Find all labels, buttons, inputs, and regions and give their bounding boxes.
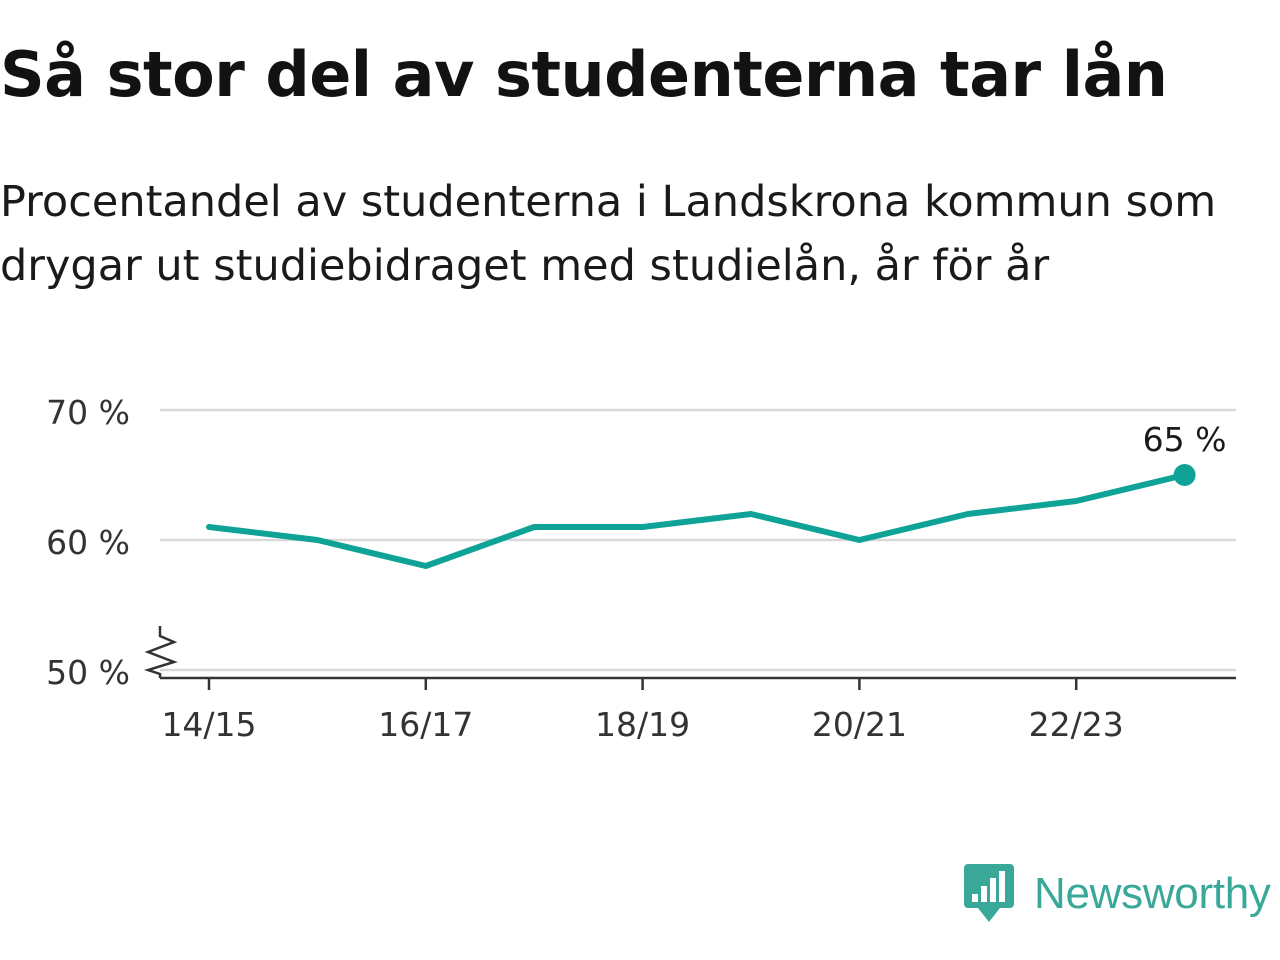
series-line	[206, 472, 1188, 569]
end-data-label: 65 %	[1143, 420, 1227, 459]
x-tick-label: 20/21	[812, 705, 907, 744]
x-tick-label: 18/19	[595, 705, 690, 744]
brand-name: Newsworthy	[1034, 869, 1271, 918]
chart-subtitle: Procentandel av studenterna i Landskrona…	[0, 177, 1217, 291]
line-chart: 50 % 60 % 70 % 14/15 16/17 18/19 20/21 22/23 6…	[46, 393, 1236, 744]
y-tick-label: 70 %	[46, 393, 130, 432]
x-axis-ticks: 14/15 16/17 18/19 20/21 22/23	[161, 678, 1124, 744]
y-tick-label: 60 %	[46, 523, 130, 562]
newsworthy-logo: Newsworthy	[964, 864, 1271, 924]
data-labels: 65 %	[1143, 420, 1227, 459]
series	[206, 464, 1196, 569]
y-tick-label: 50 %	[46, 653, 130, 692]
axis-break-icon	[143, 626, 178, 678]
x-axis	[143, 626, 1236, 680]
x-tick-label: 16/17	[378, 705, 473, 744]
y-axis-ticks: 50 % 60 % 70 %	[46, 393, 130, 692]
grid-lines	[160, 408, 1236, 672]
x-tick-label: 22/23	[1029, 705, 1124, 744]
bar-chart-speech-bubble-icon	[964, 864, 1014, 922]
x-tick-label: 14/15	[161, 705, 256, 744]
chart-title: Så stor del av studenterna tar lån	[0, 38, 1168, 111]
end-point-marker	[1173, 464, 1196, 486]
